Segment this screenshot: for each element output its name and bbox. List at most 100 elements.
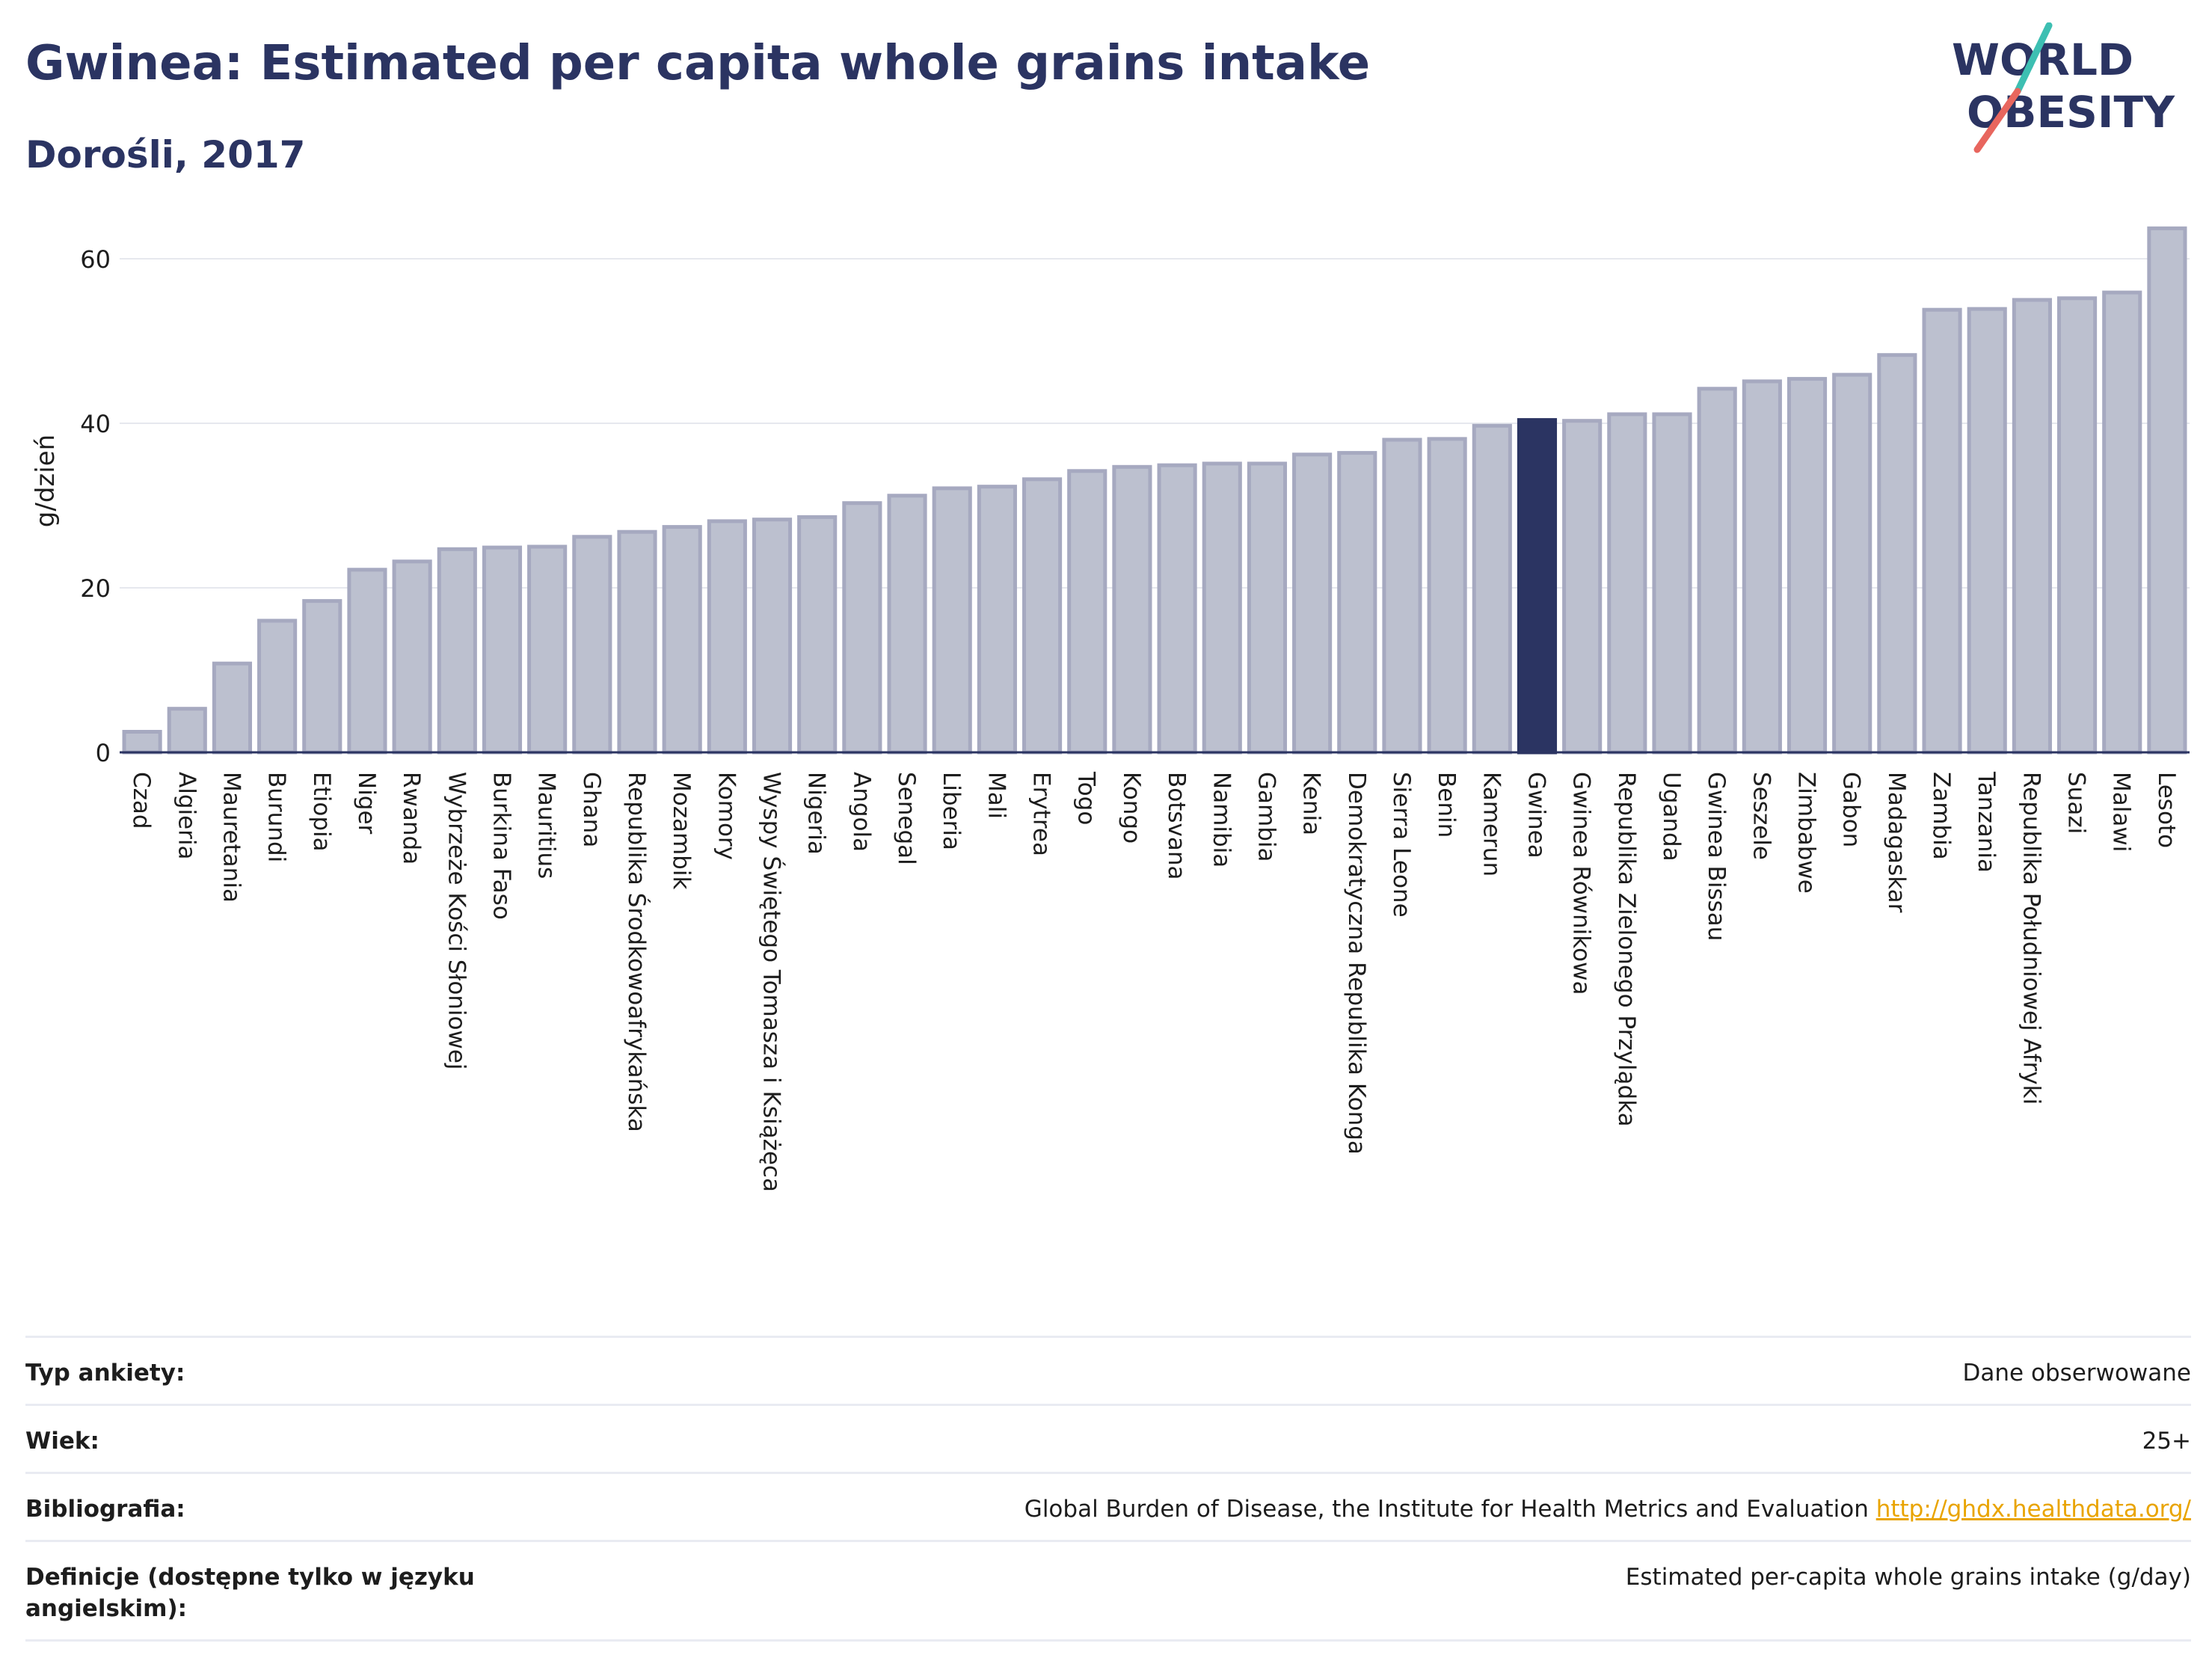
bar [1247, 461, 1288, 755]
x-tick-label: Burundi [263, 772, 290, 862]
x-tick-label: Mauritius [533, 772, 560, 879]
bar-highlight [1517, 418, 1558, 755]
footer-row-age: Wiek: 25+ [25, 1404, 2191, 1472]
x-tick-label: Zambia [1928, 772, 1955, 860]
bar [1877, 353, 1917, 755]
x-tick-label: Angola [848, 772, 875, 852]
x-tick-label: Togo [1073, 771, 1100, 825]
bar [662, 525, 702, 755]
x-tick-label: Demokratyczna Republika Konga [1343, 772, 1370, 1155]
x-tick-label: Sierra Leone [1388, 772, 1415, 918]
bar [1607, 412, 1647, 755]
bar [1652, 412, 1692, 755]
x-tick-label: Gwinea Bissau [1703, 772, 1730, 941]
bar [2102, 290, 2142, 755]
bar [2056, 296, 2098, 755]
bar [1337, 451, 1377, 755]
logo-slash-teal [2014, 22, 2053, 95]
bar [212, 661, 253, 755]
x-tick-label: Republika Południowej Afryki [2018, 772, 2044, 1105]
bar [797, 515, 838, 755]
x-tick-label: Algieria [173, 772, 200, 860]
x-tick-label: Czad [128, 772, 155, 829]
bar [1382, 437, 1422, 755]
x-tick-label: Niger [353, 772, 380, 835]
bar [1472, 423, 1512, 755]
x-tick-label: Uganda [1658, 772, 1685, 862]
footer-row-bibliography: Bibliografia: Global Burden of Disease, … [25, 1472, 2191, 1540]
bar [347, 568, 387, 755]
x-tick-label: Kenia [1298, 772, 1325, 835]
x-tick-label: Gabon [1838, 772, 1865, 847]
y-axis-label: g/dzień [31, 435, 61, 527]
x-tick-label: Burkina Faso [488, 772, 514, 920]
footer-label: Definicje (dostępne tylko w języku angie… [25, 1564, 475, 1622]
x-tick-label: Republika Środkowoafrykańska [623, 772, 651, 1132]
x-tick-label: Madagaskar [1883, 772, 1910, 913]
footer-label: Bibliografia: [25, 1496, 185, 1523]
footer-row-definitions: Definicje (dostępne tylko w języku angie… [25, 1540, 2191, 1642]
bar [1697, 387, 1737, 755]
x-tick-label: Komory [713, 772, 740, 860]
x-tick-label: Kamerun [1478, 772, 1505, 876]
bar [1922, 307, 1962, 755]
footer-value: Estimated per-capita whole grains intake… [1625, 1564, 2191, 1591]
x-tick-label: Mali [983, 772, 1010, 819]
metadata-table: Typ ankiety: Dane obserwowane Wiek: 25+ … [25, 1336, 2191, 1642]
x-tick-label: Nigeria [803, 772, 830, 855]
x-tick-label: Zimbabwe [1793, 772, 1820, 894]
y-tick-label: 0 [96, 739, 111, 767]
bar [122, 730, 162, 755]
bar [437, 547, 477, 755]
bar [1112, 464, 1152, 755]
bar-chart: 0 20 40 60 g/dzień Czad Algieria Mauretania Buru… [31, 226, 2190, 1192]
x-tick-label: Seszele [1748, 772, 1775, 860]
bar [392, 559, 432, 755]
footer-value: 25+ [2142, 1428, 2191, 1455]
bar [932, 486, 972, 755]
bar [167, 707, 207, 755]
x-tick-label: Gwinea Równikowa [1568, 772, 1595, 995]
bibliography-link[interactable]: http://ghdx.healthdata.org/ [1875, 1496, 2191, 1523]
x-tick-label: Benin [1433, 772, 1460, 838]
x-tick-label: Malawi [2108, 772, 2135, 852]
bar [1562, 419, 1603, 755]
bar [1427, 437, 1467, 755]
x-tick-label: Wyspy Świętego Tomasza i Książęca [758, 772, 786, 1192]
x-tick-label: Mozambik [668, 772, 695, 889]
bar [1021, 477, 1063, 755]
x-tick-label: Tanzania [1973, 771, 2000, 873]
x-tick-label: Namibia [1208, 772, 1235, 868]
bar [977, 485, 1017, 755]
footer-label: Typ ankiety: [25, 1360, 185, 1387]
bar [1157, 463, 1197, 755]
x-tick-label: Mauretania [218, 772, 245, 903]
bar [572, 535, 612, 755]
x-tick-label: Gwinea [1523, 772, 1549, 859]
bar [1967, 307, 2007, 755]
footer-value: Dane obserwowane [1962, 1360, 2191, 1387]
x-tick-label: Etiopia [308, 772, 335, 852]
bar [2147, 226, 2187, 755]
y-tick-label: 20 [80, 574, 111, 603]
x-tick-label: Senegal [893, 772, 920, 865]
footer-row-survey-type: Typ ankiety: Dane obserwowane [25, 1336, 2191, 1404]
footer-value: Global Burden of Disease, the Institute … [1024, 1493, 2191, 1525]
bar [527, 544, 568, 755]
bar [257, 618, 298, 755]
bar [2012, 298, 2052, 755]
bar [887, 494, 927, 755]
x-tick-label: Ghana [578, 772, 605, 847]
bar [1067, 469, 1107, 755]
bar [302, 599, 342, 755]
bibliography-text: Global Burden of Disease, the Institute … [1024, 1496, 1869, 1523]
bar [707, 519, 747, 755]
bar [842, 501, 882, 755]
world-obesity-logo: WORLD OBESITY [1952, 22, 2175, 153]
bar [1202, 461, 1242, 755]
x-tick-label: Erytrea [1028, 772, 1055, 856]
chart-subtitle: Dorośli, 2017 [25, 133, 306, 176]
y-tick-label: 60 [80, 245, 111, 274]
y-tick-label: 40 [80, 410, 111, 438]
x-tick-label: Republika Zielonego Przylądka [1613, 772, 1640, 1127]
